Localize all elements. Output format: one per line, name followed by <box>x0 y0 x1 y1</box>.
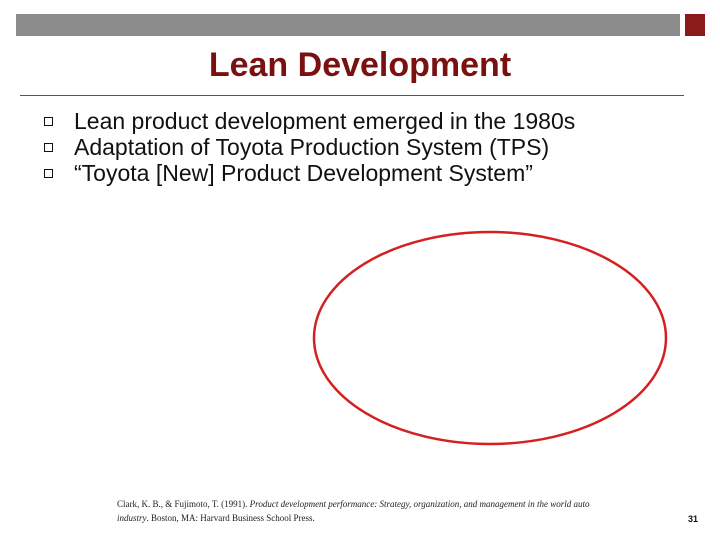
bullet-text: Adaptation of Toyota Production System (… <box>74 133 550 160</box>
square-bullet-icon <box>44 168 53 178</box>
citation: Clark, K. B., & Fujimoto, T. (1991). Pro… <box>117 497 617 525</box>
bullet-list: Lean product development emerged in the … <box>44 108 575 186</box>
square-bullet-icon <box>44 116 53 126</box>
bullet-item: Adaptation of Toyota Production System (… <box>44 134 575 160</box>
title-divider <box>20 95 684 96</box>
bullet-text: Lean product development emerged in the … <box>74 107 576 134</box>
header-accent-square <box>685 14 705 36</box>
bullet-item: “Toyota [New] Product Development System… <box>44 160 575 186</box>
citation-authors: Clark, K. B., & Fujimoto, T. (1991). <box>117 499 250 509</box>
citation-publisher: . Boston, MA: Harvard Business School Pr… <box>146 513 315 523</box>
highlight-ellipse-shape <box>312 230 668 446</box>
bullet-text: “Toyota [New] Product Development System… <box>74 159 533 186</box>
header-bar <box>16 14 680 36</box>
bullet-item: Lean product development emerged in the … <box>44 108 575 134</box>
citation-book-title: Product development performance: Strateg… <box>117 499 590 523</box>
square-bullet-icon <box>44 142 53 152</box>
slide-title: Lean Development <box>208 46 512 84</box>
page-number: 31 <box>688 514 699 524</box>
